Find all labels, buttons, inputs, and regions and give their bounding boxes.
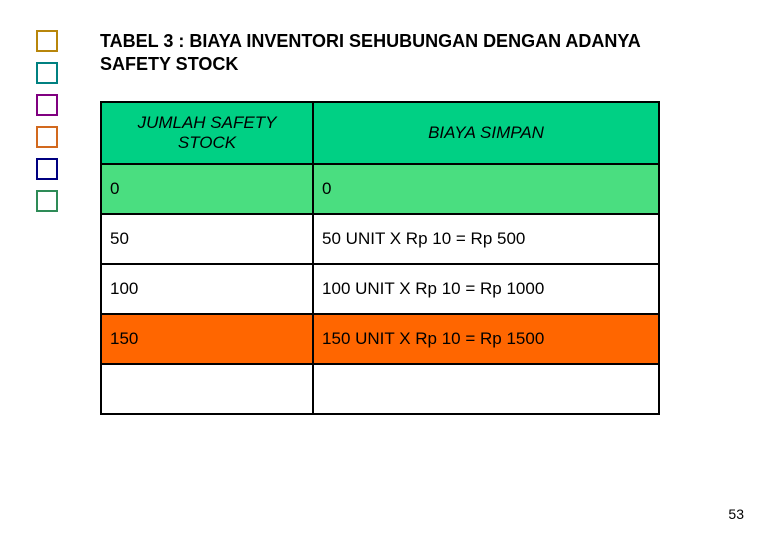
table-row xyxy=(101,364,659,414)
table-title: TABEL 3 : BIAYA INVENTORI SEHUBUNGAN DEN… xyxy=(100,30,710,77)
table-cell: 50 UNIT X Rp 10 = Rp 500 xyxy=(313,214,659,264)
table-row: 150 150 UNIT X Rp 10 = Rp 1500 xyxy=(101,314,659,364)
table-cell: 150 xyxy=(101,314,313,364)
deco-square xyxy=(36,126,58,148)
deco-square xyxy=(36,62,58,84)
side-decoration xyxy=(36,30,62,222)
table-row: 0 0 xyxy=(101,164,659,214)
table-cell: 100 UNIT X Rp 10 = Rp 1000 xyxy=(313,264,659,314)
slide-page: TABEL 3 : BIAYA INVENTORI SEHUBUNGAN DEN… xyxy=(0,0,780,540)
column-header: BIAYA SIMPAN xyxy=(313,102,659,164)
page-number: 53 xyxy=(728,506,744,522)
table-cell: 0 xyxy=(313,164,659,214)
table-cell: 100 xyxy=(101,264,313,314)
table-cell xyxy=(313,364,659,414)
deco-square xyxy=(36,190,58,212)
column-header: JUMLAH SAFETY STOCK xyxy=(101,102,313,164)
deco-square xyxy=(36,30,58,52)
inventory-cost-table: JUMLAH SAFETY STOCK BIAYA SIMPAN 0 0 50 … xyxy=(100,101,660,415)
table-cell xyxy=(101,364,313,414)
table-cell: 0 xyxy=(101,164,313,214)
table-cell: 150 UNIT X Rp 10 = Rp 1500 xyxy=(313,314,659,364)
deco-square xyxy=(36,158,58,180)
table-header-row: JUMLAH SAFETY STOCK BIAYA SIMPAN xyxy=(101,102,659,164)
deco-square xyxy=(36,94,58,116)
table-row: 100 100 UNIT X Rp 10 = Rp 1000 xyxy=(101,264,659,314)
table-cell: 50 xyxy=(101,214,313,264)
table-row: 50 50 UNIT X Rp 10 = Rp 500 xyxy=(101,214,659,264)
